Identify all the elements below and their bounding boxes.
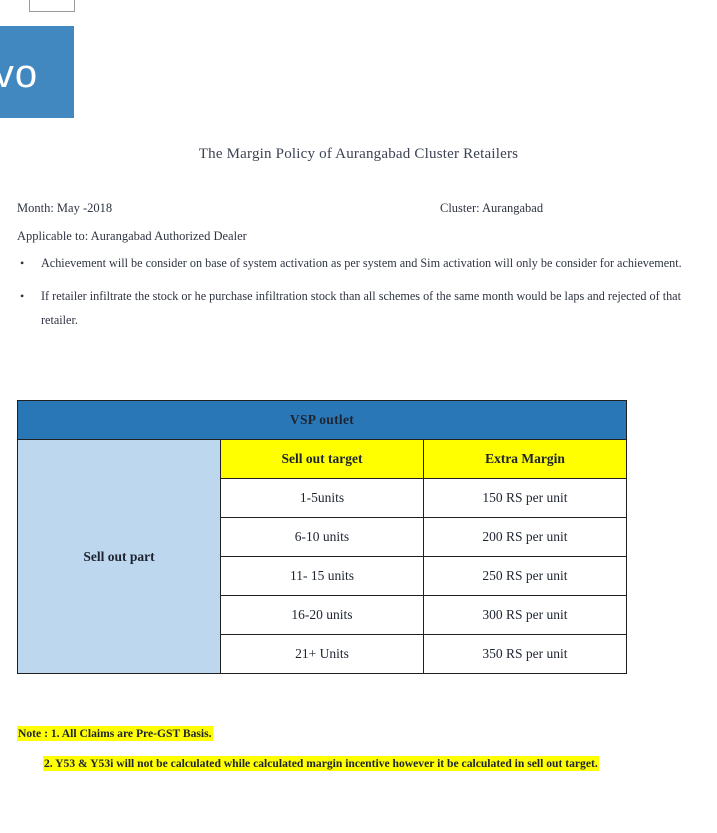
list-item-text: If retailer infiltrate the stock or he p… (41, 288, 681, 327)
applicable-to-label: Applicable to: Aurangabad Authorized Dea… (17, 229, 247, 243)
column-header-extra-margin: Extra Margin (423, 439, 627, 479)
table-row: 1-5units 150 RS per unit (18, 478, 627, 518)
cell-extra-margin: 150 RS per unit (423, 478, 627, 518)
margin-policy-table: VSP outlet Sell out part Sell out target… (17, 400, 627, 674)
cell-sell-out-target: 1-5units (220, 478, 424, 518)
month-label: Month: May -2018 (17, 201, 113, 215)
cell-sell-out-target: 6-10 units (220, 517, 424, 557)
list-item: • If retailer infiltrate the stock or he… (17, 285, 682, 333)
table-row: 21+ Units 350 RS per unit (18, 634, 627, 674)
column-header-sell-out-target: Sell out target (220, 439, 424, 479)
cell-sell-out-target: 11- 15 units (220, 556, 424, 596)
table-banner-cell: VSP outlet (17, 400, 627, 440)
document-meta: Month: May -2018 Cluster: Aurangabad (17, 201, 677, 216)
cluster-label: Cluster: Aurangabad (440, 201, 544, 215)
note-1-text: Note : 1. All Claims are Pre-GST Basis. (17, 726, 213, 741)
cell-extra-margin: 300 RS per unit (423, 595, 627, 635)
cell-extra-margin: 250 RS per unit (423, 556, 627, 596)
table-banner-row: VSP outlet (17, 400, 627, 440)
note-2: 2. Y53 & Y53i will not be calculated whi… (17, 755, 699, 772)
page-title: The Margin Policy of Aurangabad Cluster … (198, 146, 519, 162)
list-item: • Achievement will be consider on base o… (17, 252, 682, 276)
bullet-dot-icon: • (20, 288, 25, 303)
side-label-cell: Sell out part (17, 439, 221, 674)
note-1: Note : 1. All Claims are Pre-GST Basis. (17, 726, 699, 742)
cell-sell-out-target: 16-20 units (220, 595, 424, 635)
cell-extra-margin: 200 RS per unit (423, 517, 627, 557)
cell-sell-out-target: 21+ Units (220, 634, 424, 674)
vivo-logo-text: ivo (0, 52, 39, 96)
table-row: 11- 15 units 250 RS per unit (18, 556, 627, 596)
table-row: 16-20 units 300 RS per unit (18, 595, 627, 635)
note-2-text: 2. Y53 & Y53i will not be calculated whi… (43, 755, 599, 771)
notes-section: Note : 1. All Claims are Pre-GST Basis. … (17, 726, 699, 785)
list-item-text: Achievement will be consider on base of … (41, 256, 682, 270)
vivo-logo: ivo (0, 26, 74, 118)
bullet-dot-icon: • (20, 256, 25, 270)
cell-extra-margin: 350 RS per unit (423, 634, 627, 674)
table-row: 6-10 units 200 RS per unit (18, 517, 627, 557)
cropped-box-artifact (29, 0, 75, 12)
table-header-row: Sell out part Sell out target Extra Marg… (17, 439, 627, 674)
policy-bullet-list: • Achievement will be consider on base o… (17, 252, 682, 341)
